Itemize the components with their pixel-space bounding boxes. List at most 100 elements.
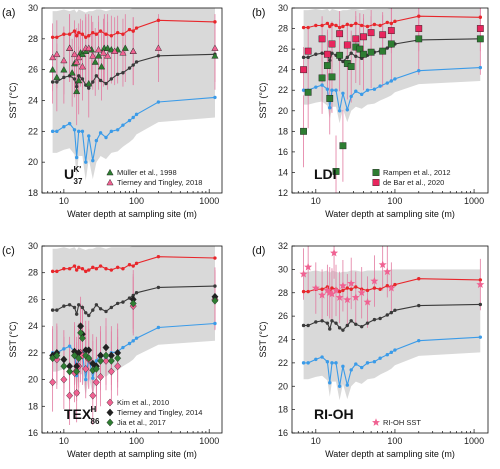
mean-sst-line-point <box>156 54 161 58</box>
data-point-triangle <box>99 49 107 56</box>
data-point-square <box>323 50 331 58</box>
min-sst-line-point <box>337 384 342 388</box>
mean-sst-line-point <box>50 80 55 84</box>
mean-sst-line-point <box>94 74 99 78</box>
data-point-triangle <box>66 44 74 51</box>
max-sst-line-point <box>94 267 99 271</box>
max-sst-line-point <box>213 256 217 260</box>
max-sst-line-point <box>385 20 389 25</box>
y-tick-label: 20 <box>28 157 38 167</box>
sst-range-band <box>52 246 215 396</box>
max-sst-line-point <box>372 286 377 290</box>
proxy-name: U <box>64 166 74 182</box>
legend-label: Kim et al., 2010 <box>117 398 169 407</box>
max-sst-line-point <box>213 20 217 24</box>
y-tick-label: 26 <box>28 294 38 304</box>
min-sst-line-point <box>334 361 338 365</box>
data-point-square <box>328 73 336 81</box>
x-tick-label: 100 <box>129 436 144 446</box>
data-point-triangle <box>211 44 219 51</box>
mean-sst-line <box>52 285 216 317</box>
max-sst-line-point <box>134 26 139 30</box>
max-sst-line-point <box>320 287 324 291</box>
min-sst-line-point <box>301 88 306 92</box>
mean-sst-line-point <box>80 305 85 310</box>
mean-sst-line-point <box>349 51 353 55</box>
data-point-star <box>323 286 332 294</box>
mean-sst-line <box>52 53 216 90</box>
data-point-star <box>304 262 313 271</box>
mean-sst-line-point <box>62 304 66 308</box>
min-sst-line-point <box>67 121 72 126</box>
min-sst-line-point <box>314 85 318 89</box>
min-sst-line-point <box>91 376 95 380</box>
x-tick-label: 100 <box>129 196 144 206</box>
y-tick-label: 26 <box>278 44 288 54</box>
data-point-triangle <box>85 44 93 51</box>
min-sst-line-point <box>72 128 77 132</box>
mean-sst-line-point <box>91 308 95 312</box>
mean-sst-line-point <box>84 311 88 315</box>
min-sst-line-point <box>50 129 55 134</box>
mean-sst-line-point <box>330 51 334 55</box>
data-point-triangle <box>129 47 137 54</box>
data-point-star <box>387 283 396 292</box>
data-point-star <box>476 280 485 288</box>
mean-sst-line-point <box>98 78 103 83</box>
max-sst-line-point <box>50 35 55 39</box>
proxy-subscript: 37 <box>74 177 83 186</box>
mean-sst-line-point <box>77 74 81 78</box>
data-point-diamond <box>73 389 81 397</box>
y-tick-label: 30 <box>278 3 288 13</box>
data-point-triangle <box>73 58 81 65</box>
proxy-name: RI-OH <box>314 406 354 422</box>
y-tick-label: 24 <box>278 335 288 345</box>
data-point-star <box>318 290 327 299</box>
min-sst-line-point <box>330 361 334 365</box>
y-axis-label: SST (°C) <box>8 83 18 119</box>
y-tick-label: 18 <box>278 126 288 136</box>
mean-sst-line-point <box>94 303 99 307</box>
data-point-triangle <box>53 50 61 58</box>
min-sst-line-point <box>349 94 353 99</box>
y-tick-label: 32 <box>278 241 288 251</box>
min-sst-line-point <box>359 365 364 370</box>
max-sst-line-point <box>91 265 95 270</box>
data-point-triangle <box>73 87 81 95</box>
data-point-diamond <box>107 367 115 376</box>
x-tick-label: 1000 <box>199 196 219 206</box>
min-sst-line <box>303 67 481 112</box>
max-sst-line-point <box>337 25 342 30</box>
data-point-triangle <box>154 44 162 51</box>
max-sst-line-point <box>131 29 135 33</box>
data-point-diamond <box>97 356 105 365</box>
min-sst-line-point <box>341 364 345 369</box>
mean-sst-line-point <box>134 291 139 295</box>
data-point-triangle <box>95 46 103 53</box>
mean-sst-line-point <box>372 317 377 322</box>
legend-marker <box>372 179 380 186</box>
data-point-square <box>352 35 360 43</box>
max-sst-line-point <box>67 267 72 271</box>
min-sst-line-point <box>131 339 135 343</box>
min-sst-line-point <box>77 129 81 134</box>
max-sst-line-point <box>349 23 353 28</box>
proxy-subscript: 86 <box>91 417 100 426</box>
legend-marker <box>372 418 380 426</box>
panel-label: (d) <box>252 245 265 257</box>
min-sst-line-point <box>94 138 99 143</box>
data-point-triangle <box>119 49 127 56</box>
data-point-diamond <box>107 356 115 365</box>
max-sst-line-point <box>94 32 99 36</box>
min-sst-line-point <box>389 79 394 83</box>
data-point-square <box>387 27 395 35</box>
max-sst-line-point <box>115 30 120 35</box>
min-sst-line-point <box>84 160 88 164</box>
data-point-star <box>311 283 320 292</box>
data-point-triangle <box>49 53 57 61</box>
max-sst-line-point <box>74 268 79 272</box>
mean-sst-line-point <box>345 55 350 60</box>
min-sst-line-point <box>478 65 483 70</box>
data-point-triangle <box>60 66 68 73</box>
min-sst-line-point <box>134 336 139 340</box>
